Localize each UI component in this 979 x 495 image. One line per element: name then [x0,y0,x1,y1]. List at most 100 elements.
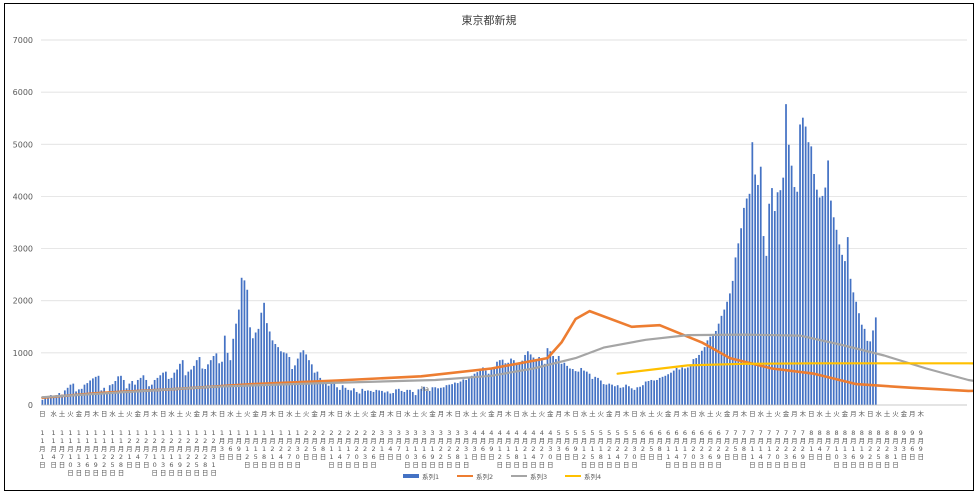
x-tick-dow: 金 [370,409,377,418]
bar [167,378,170,405]
bar [442,387,445,405]
bar [439,387,442,405]
bar [251,338,254,405]
bar [246,289,249,405]
x-tick-dow: 月 [791,410,798,418]
bar [148,386,150,405]
bar [695,358,698,405]
x-tick-dow: 水 [168,409,175,418]
gridlines [41,39,967,406]
x-tick-dow: 土 [589,409,596,418]
x-tick: 火 1 1 月 1 0 日 [67,410,74,477]
bar [726,301,728,405]
bar [835,229,838,405]
chart-title: 東京都新規 [462,13,517,27]
bar [801,117,804,405]
x-tick-dow: 土 [825,409,832,418]
x-tick-dow: 日 [749,410,756,418]
x-tick-dow: 火 [480,410,487,418]
bar [274,343,277,405]
legend: 系列1 系列2 系列3 系列4 [403,472,601,481]
bar [684,368,686,405]
bar [322,381,324,405]
x-tick-dow: 木 [741,409,748,418]
x-tick-dow: 木 [800,409,807,418]
x-tick: 月 9 月 6 日 [909,410,916,461]
bar [156,377,159,405]
bar [810,146,813,405]
x-tick: 火 1 2 月 1 日 [126,410,133,469]
bar [585,371,588,405]
bar [353,388,355,405]
x-tick-dow: 日 [39,410,46,418]
x-tick: 金 8 月 1 3 日 [842,409,849,469]
x-tick: 月 7 月 2 6 日 [791,410,798,469]
x-tick: 木 7 月 8 日 [741,409,748,461]
bar [611,384,613,405]
x-tick: 月 1 月 1 8 日 [261,410,268,469]
bar [277,347,279,405]
x-tick: 火 6 月 2 9 日 [715,410,722,469]
x-tick: 月 2 月 8 日 [320,410,327,461]
x-tick-dow: 日 [101,410,108,418]
bar [785,104,787,405]
x-tick-dow: 金 [488,409,495,418]
bar [428,390,431,405]
x-tick: 金 4 月 3 0 日 [547,409,554,469]
x-tick-dow: 土 [118,409,125,418]
x-tick: 木 3 月 2 5 日 [446,409,453,469]
x-tick: 土 4 月 3 日 [471,409,478,461]
x-tick-dow: 木 [505,409,512,418]
x-tick: 土 1 2 月 1 9 日 [177,409,184,477]
bar [338,389,341,405]
bar [316,371,319,405]
x-tick: 日 4 月 1 8 日 [513,410,520,469]
x-tick: 土 1 1 月 2 8 日 [118,409,125,477]
x-tick: 木 1 2 月 1 0 日 [151,409,158,477]
x-tick: 木 4 月 1 5 日 [505,409,512,469]
bar [605,384,608,405]
bar [92,378,94,405]
bar [762,236,765,405]
y-tick-label: 7000 [13,36,33,45]
x-tick-dow: 月 [555,410,562,418]
bar [714,330,717,405]
x-tick: 水 2 月 1 7 日 [345,409,352,469]
bar [134,384,136,405]
x-tick-dow: 土 [648,409,655,418]
bar [866,340,869,405]
x-tick-dow: 土 [884,409,891,418]
bar [369,390,372,405]
x-tick: 土 1 月 3 0 日 [295,409,302,469]
bar [779,190,782,405]
x-tick: 月 6 月 1 4 日 [673,410,680,469]
x-tick-dow: 火 [892,410,899,418]
x-tick-dow: 金 [252,409,259,418]
bar [47,396,49,405]
x-tick-dow: 木 [328,409,335,418]
x-tick: 木 1 2 月 3 1 日 [210,409,217,477]
bar [493,367,496,405]
bar [285,353,288,405]
bar [392,393,395,405]
bar [628,386,630,405]
x-tick-dow: 月 [497,410,504,418]
